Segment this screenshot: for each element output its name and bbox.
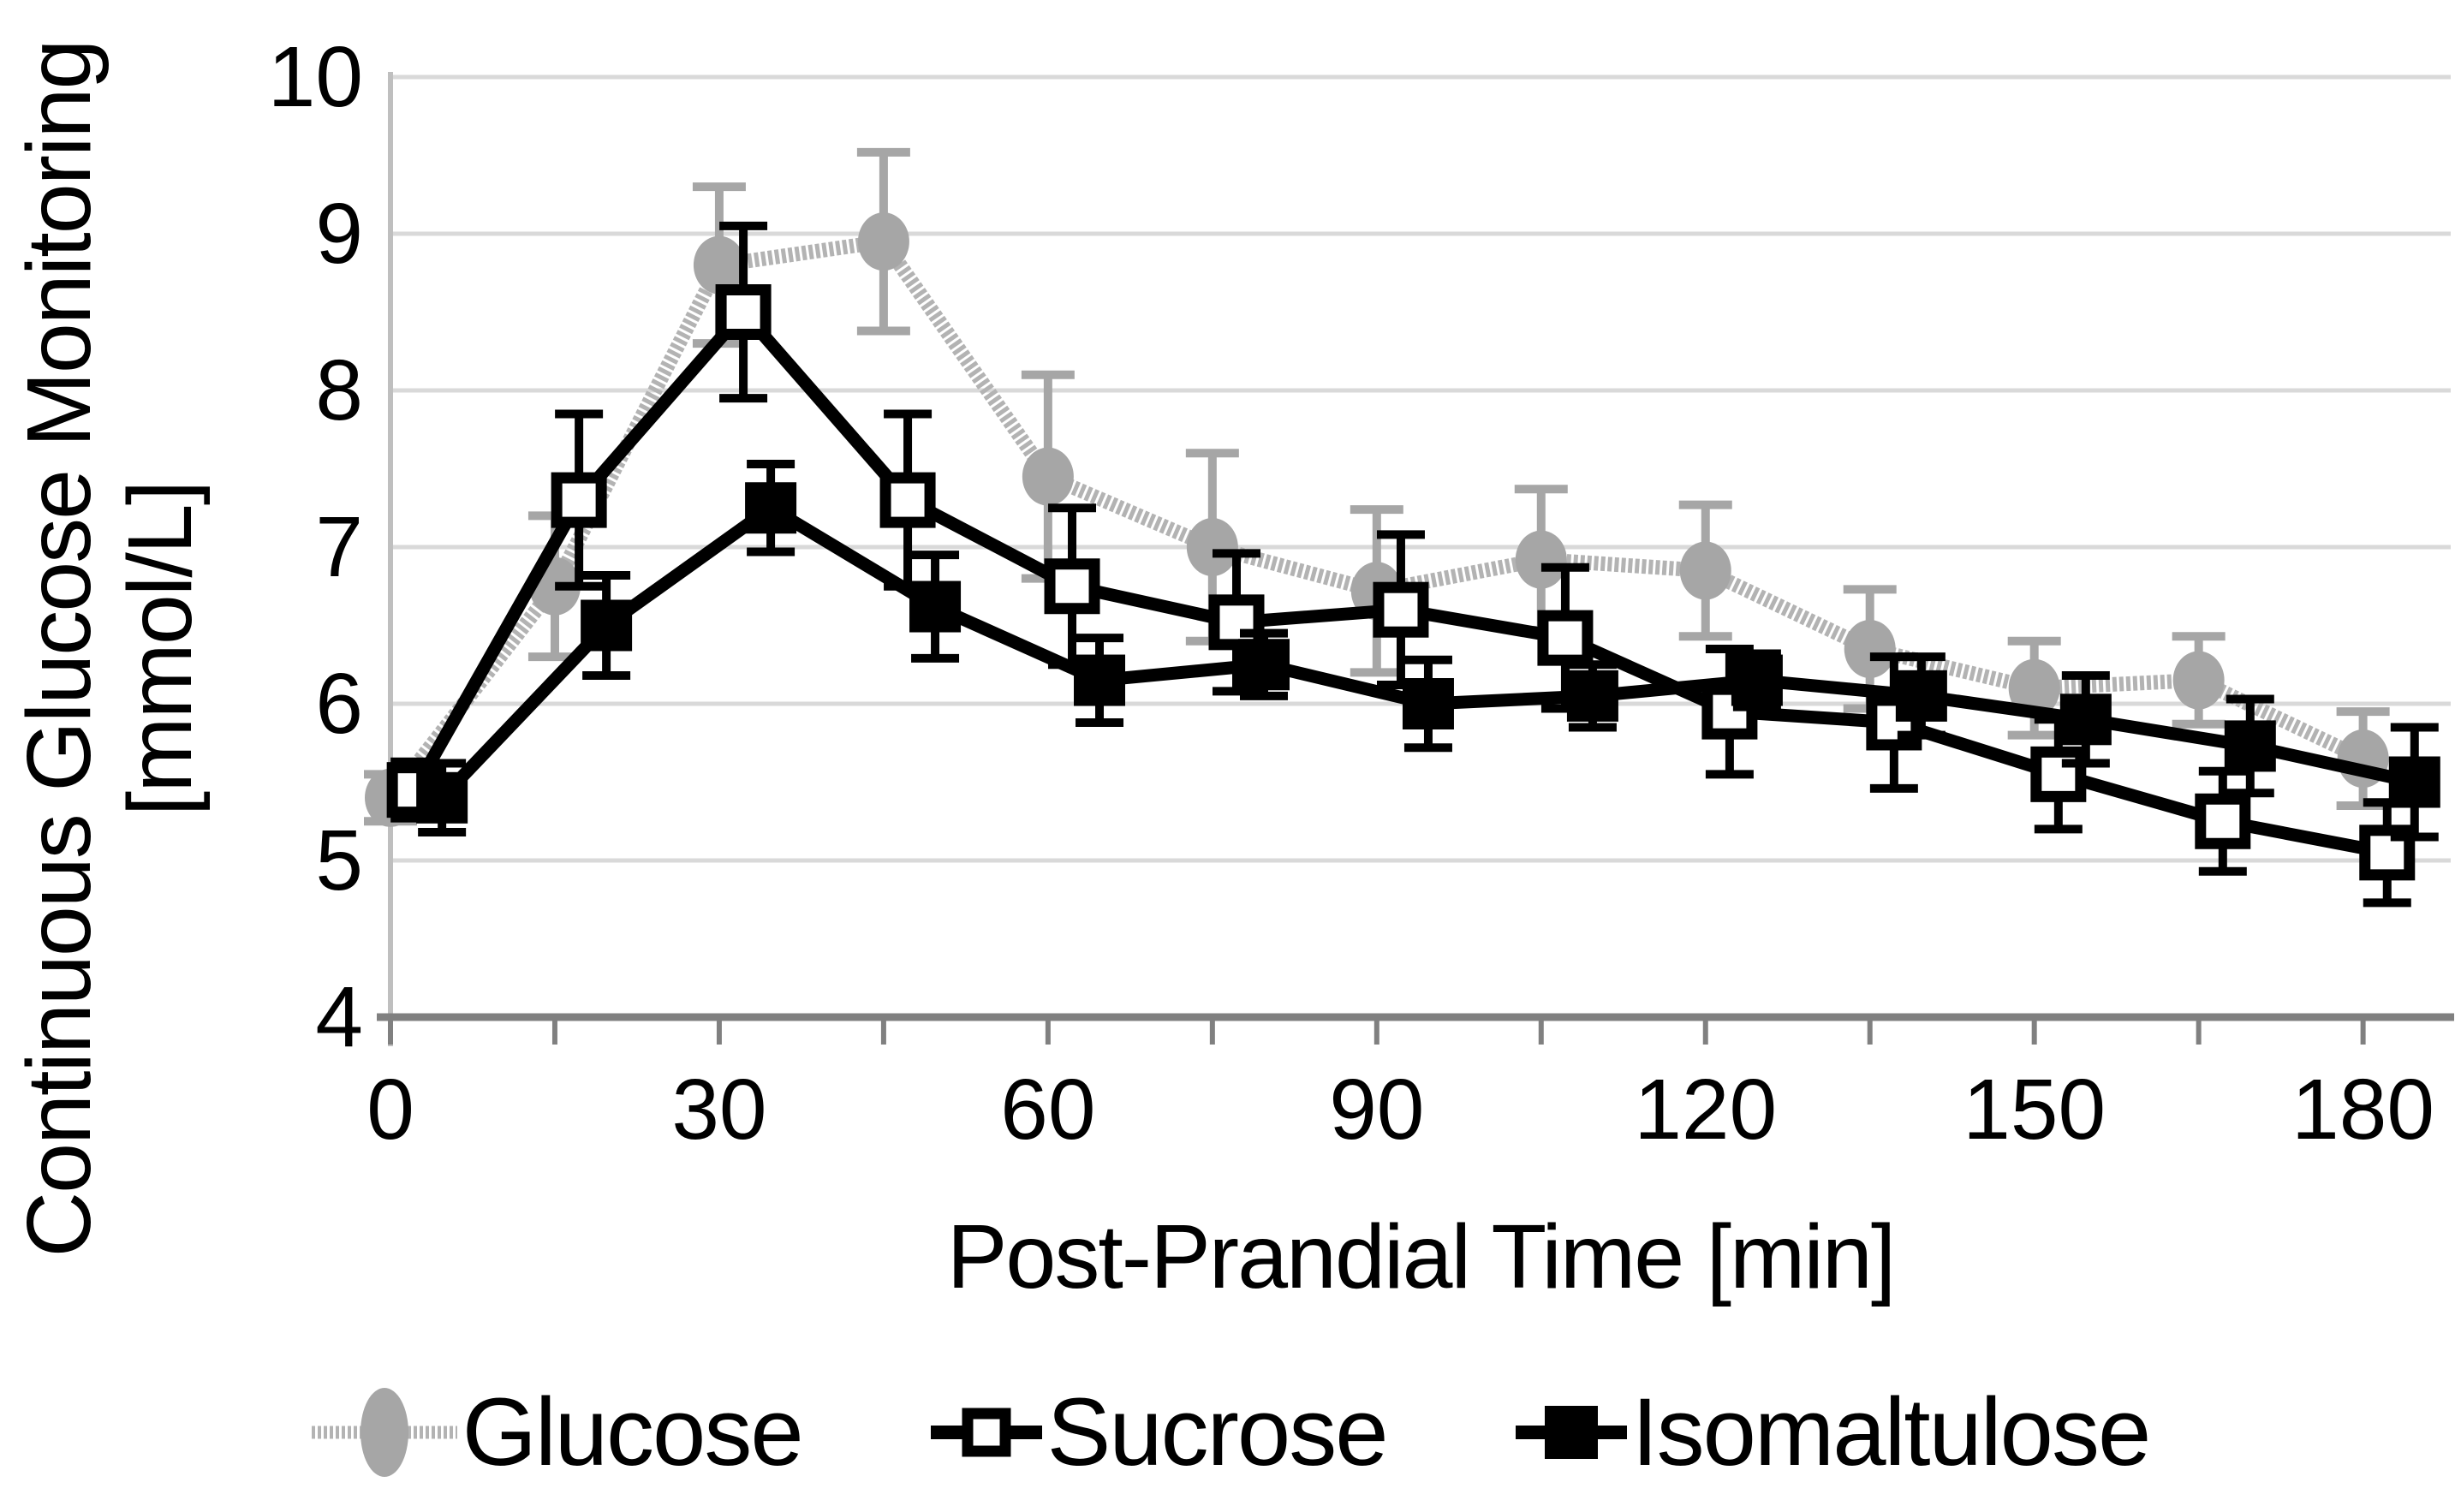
isomaltulose-line [437,501,2416,802]
isomaltulose-marker [2388,756,2440,808]
y-axis-labels: 4 5 6 7 8 9 10 [268,29,363,1065]
isomaltulose-marker [1074,654,1126,706]
x-tick-label: 60 [1000,1062,1095,1158]
isomaltulose-marker [2224,720,2276,772]
glucose-legend-marker-icon [311,1387,457,1477]
glucose-marker [1022,447,1074,506]
x-axis-title: Post-Prandial Time [min] [946,1206,1897,1307]
legend-label-sucrose: Sucrose [1046,1378,1389,1485]
isomaltulose-marker [416,771,468,824]
sucrose-marker [1537,610,1594,666]
sucrose-marker [2195,793,2251,849]
legend-label-isomaltulose: Isomaltulose [1631,1378,2152,1485]
isomaltulose-series [416,460,2440,842]
y-tick-label: 6 [315,656,363,752]
sucrose-marker [1208,594,1265,651]
x-axis-ticks [388,1020,2366,1045]
sucrose-legend-marker-icon [930,1408,1042,1456]
glucose-marker [1186,518,1238,576]
glucose-marker [2008,658,2060,717]
glucose-marker [2172,651,2225,710]
isomaltulose-legend-marker-icon [1515,1405,1627,1459]
y-tick-label: 9 [315,186,363,282]
x-tick-label: 180 [2291,1062,2434,1158]
glucose-marker [1679,541,1731,600]
x-tick-label: 120 [1634,1062,1777,1158]
isomaltulose-marker [1237,639,1290,691]
sucrose-marker [1044,558,1100,615]
y-tick-label: 7 [315,499,363,595]
sucrose-marker [1373,581,1429,638]
glucose-marker [1844,619,1896,678]
glucose-marker [857,212,909,271]
sucrose-marker [715,284,772,340]
isomaltulose-marker [745,482,797,534]
x-axis-labels: 0 30 60 90 120 150 180 [366,1062,2434,1158]
isomaltulose-marker [1566,670,1618,722]
isomaltulose-marker [909,580,962,633]
isomaltulose-marker [581,599,633,652]
y-tick-label: 5 [315,813,363,908]
isomaltulose-marker [1731,654,1783,706]
x-tick-label: 90 [1329,1062,1424,1158]
legend: Glucose Sucrose Isomaltulose [0,1377,2461,1487]
sucrose-marker [879,472,936,528]
glucose-marker [1515,530,1567,589]
x-tick-label: 150 [1963,1062,2106,1158]
legend-item-glucose: Glucose [311,1377,804,1487]
legend-label-glucose: Glucose [462,1378,804,1485]
legend-item-isomaltulose: Isomaltulose [1515,1377,2152,1487]
gridlines [390,74,2451,863]
sucrose-marker [551,472,607,528]
y-axis-title: Continuous Glucose Monitoring [mmol/L] [9,7,211,1291]
y-axis-title-line1: Continuous Glucose Monitoring [9,40,110,1258]
isomaltulose-marker [2059,693,2112,746]
y-axis-title-line2: [mmol/L] [110,481,211,817]
isomaltulose-marker [1895,670,1947,722]
legend-item-sucrose: Sucrose [930,1377,1389,1487]
y-tick-label: 4 [315,969,363,1065]
sucrose-marker [2030,746,2087,802]
sucrose-marker [1701,683,1758,740]
y-tick-label: 10 [268,29,363,125]
x-tick-label: 0 [366,1062,414,1158]
y-tick-label: 8 [315,342,363,438]
isomaltulose-marker [1402,678,1454,729]
x-tick-label: 30 [671,1062,766,1158]
glucose-marker [693,235,745,295]
